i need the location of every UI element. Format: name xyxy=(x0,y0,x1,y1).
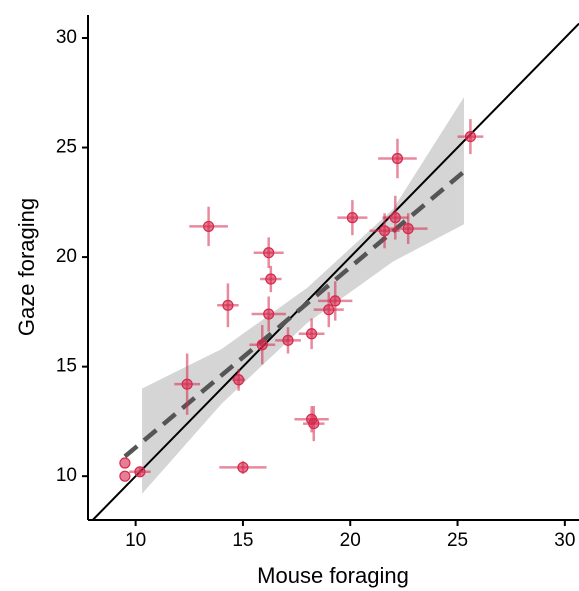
x-tick-label: 25 xyxy=(447,530,468,551)
x-tick-label: 15 xyxy=(232,530,253,551)
y-tick-label: 25 xyxy=(56,137,77,158)
point xyxy=(323,304,335,316)
point xyxy=(402,223,414,235)
point xyxy=(464,130,477,143)
point xyxy=(181,378,193,390)
x-tick-label: 20 xyxy=(340,530,361,551)
point xyxy=(119,470,131,482)
point xyxy=(308,418,320,430)
point xyxy=(222,299,234,311)
point xyxy=(282,334,294,346)
point xyxy=(263,308,275,320)
point xyxy=(378,225,391,237)
confidence-band xyxy=(142,97,464,494)
y-tick-label: 30 xyxy=(56,27,77,48)
point xyxy=(389,212,401,224)
y-tick-label: 20 xyxy=(56,246,77,267)
point xyxy=(329,295,341,307)
y-tick-label: 10 xyxy=(56,465,77,486)
x-tick-label: 10 xyxy=(125,530,146,551)
point xyxy=(346,212,358,224)
point xyxy=(391,152,404,165)
point xyxy=(119,457,131,469)
point xyxy=(233,374,245,386)
identity-line xyxy=(92,22,579,521)
point xyxy=(265,273,277,285)
y-axis-title: Gaze foraging xyxy=(14,198,39,336)
point xyxy=(134,466,146,478)
y-tick-label: 15 xyxy=(56,356,77,377)
x-tick-label: 30 xyxy=(554,530,575,551)
point xyxy=(256,339,268,351)
point xyxy=(237,461,249,474)
point xyxy=(263,247,275,259)
point xyxy=(203,220,215,233)
x-axis-title: Mouse foraging xyxy=(257,563,409,588)
point xyxy=(306,328,318,340)
